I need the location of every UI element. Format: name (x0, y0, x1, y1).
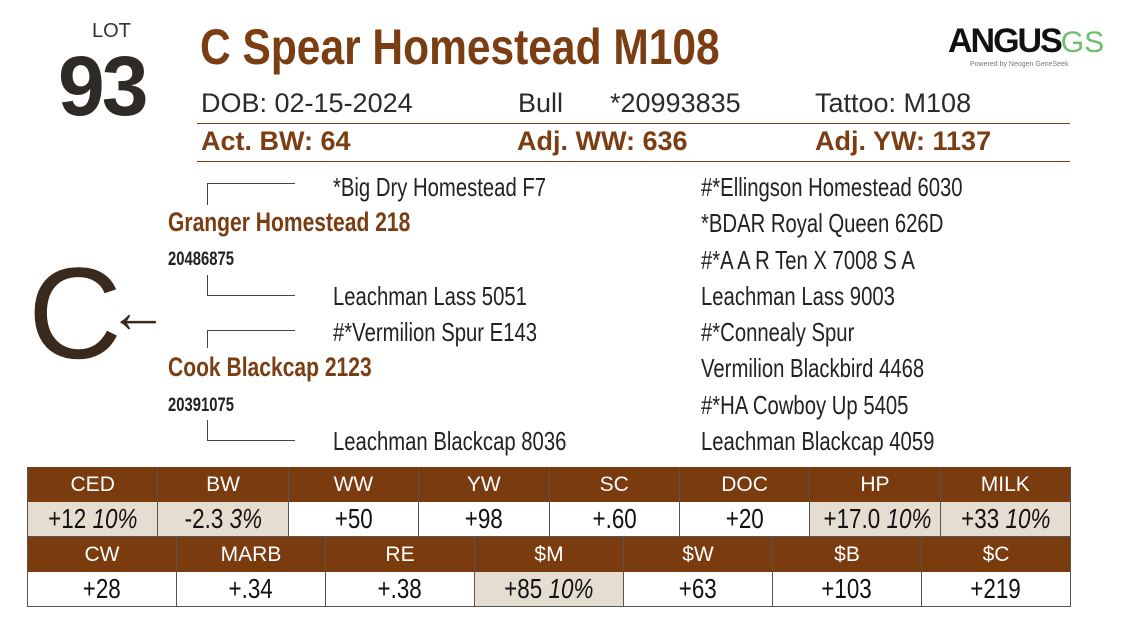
gen3-ancestor: #*Connealy Spur (701, 317, 855, 347)
bracket (207, 330, 208, 348)
gen3-ancestor: Vermilion Blackbird 4468 (701, 353, 925, 383)
epd-header: MARB (177, 537, 326, 572)
epd-table-row2: CW MARB RE $M $W $B $C +28 +.34 +.38 +85 10% +63 +103… (27, 537, 1071, 607)
epd-value-cell: +20 (679, 502, 811, 537)
epd-value: +28 (83, 573, 121, 604)
bracket (207, 275, 208, 295)
sire: Granger Homestead 218 (168, 207, 411, 237)
epd-value-cell: +63 (624, 572, 773, 607)
gen3-ancestor: #*HA Cowboy Up 5405 (701, 390, 909, 420)
epd-value-cell: +.60 (549, 502, 680, 537)
epd-value-cell: +.38 (326, 572, 475, 607)
sire-dam: Leachman Lass 5051 (333, 281, 527, 311)
tattoo: Tattoo: M108 (815, 88, 972, 118)
sire-sire: *Big Dry Homestead F7 (333, 172, 547, 202)
divider (197, 161, 1070, 162)
dam: Cook Blackcap 2123 (168, 352, 372, 382)
epd-header: HP (810, 467, 941, 502)
epd-value: +.34 (228, 573, 274, 604)
epd-value: +85 (504, 573, 543, 604)
epd-percentile: 10% (92, 503, 138, 534)
arrow-left-icon: ← (108, 278, 168, 345)
epd-value: +.60 (592, 503, 637, 534)
bracket (207, 183, 295, 184)
epd-value-cell: -2.3 3% (158, 502, 289, 537)
epd-value-cell: +17.0 10% (810, 502, 941, 537)
gen3-ancestor: #*A A R Ten X 7008 S A (701, 245, 915, 275)
epd-percentile: 10% (886, 503, 932, 534)
epd-value: +219 (970, 573, 1022, 604)
epd-value: +98 (464, 503, 503, 534)
epd-value: +.38 (377, 573, 423, 604)
epd-header: YW (419, 467, 550, 502)
epd-header: DOC (679, 467, 811, 502)
divider (197, 123, 1070, 124)
epd-value-cell: +98 (419, 502, 550, 537)
epd-percentile: 3% (229, 503, 262, 534)
epd-value-cell: +33 10% (940, 502, 1071, 537)
bracket (207, 330, 295, 331)
epd-value-cell: +85 10% (475, 572, 624, 607)
gen3-ancestor: Leachman Lass 9003 (701, 281, 895, 311)
epd-header: $W (624, 537, 773, 572)
epd-value: +63 (679, 573, 717, 604)
dob: DOB: 02-15-2024 (201, 88, 413, 118)
epd-header: MILK (940, 467, 1071, 502)
lot-label: LOT (92, 20, 131, 42)
epd-value-cell: +50 (288, 502, 420, 537)
epd-table-row1: CED BW WW YW SC DOC HP MILK +12 10% -2.3 3% +50 +98 +.… (27, 467, 1071, 537)
epd-header: $M (475, 537, 624, 572)
bracket (207, 295, 295, 296)
adjusted-yw: Adj. YW: 1137 (815, 126, 992, 156)
epd-value: +50 (334, 503, 373, 534)
epd-percentile: 10% (548, 573, 594, 604)
gen3-ancestor: Leachman Blackcap 4059 (701, 426, 935, 456)
bracket (207, 420, 208, 440)
epd-value: +33 (960, 503, 999, 534)
actual-bw: Act. BW: 64 (201, 126, 351, 156)
bracket (207, 183, 208, 205)
epd-value-cell: +28 (28, 572, 177, 607)
epd-header: CW (28, 537, 177, 572)
animal-name: C Spear Homestead M108 (200, 19, 720, 75)
epd-value: +17.0 (823, 503, 881, 534)
angus-gs-logo: ANGUSGS Powered by Neogen GeneSeek (948, 22, 1105, 68)
epd-percentile: 10% (1005, 503, 1050, 534)
epd-value: +20 (725, 503, 764, 534)
dam-dam: Leachman Blackcap 8036 (333, 426, 567, 456)
registration-number: *20993835 (610, 88, 741, 118)
epd-header: $C (922, 537, 1071, 572)
dam-reg: 20391075 (168, 395, 234, 416)
epd-value: -2.3 (184, 503, 223, 534)
epd-value-cell: +103 (773, 572, 922, 607)
epd-value-cell: +.34 (177, 572, 326, 607)
epd-value-cell: +12 10% (28, 502, 159, 537)
brand-c: C (28, 240, 122, 386)
bracket (207, 440, 295, 441)
epd-header: BW (158, 467, 289, 502)
epd-header: WW (288, 467, 420, 502)
epd-value: +12 (48, 503, 87, 534)
epd-header: SC (549, 467, 680, 502)
gen3-ancestor: *BDAR Royal Queen 626D (701, 208, 944, 238)
gen3-ancestor: #*Ellingson Homestead 6030 (701, 172, 963, 202)
epd-header: $B (773, 537, 922, 572)
adjusted-ww: Adj. WW: 636 (517, 126, 688, 156)
lot-number: 93 (58, 39, 148, 133)
sex: Bull (518, 88, 564, 118)
epd-value: +103 (821, 573, 873, 604)
epd-value-cell: +219 (922, 572, 1071, 607)
epd-header: CED (28, 467, 159, 502)
sire-reg: 20486875 (168, 249, 234, 270)
dam-sire: #*Vermilion Spur E143 (333, 317, 538, 347)
epd-header: RE (326, 537, 475, 572)
